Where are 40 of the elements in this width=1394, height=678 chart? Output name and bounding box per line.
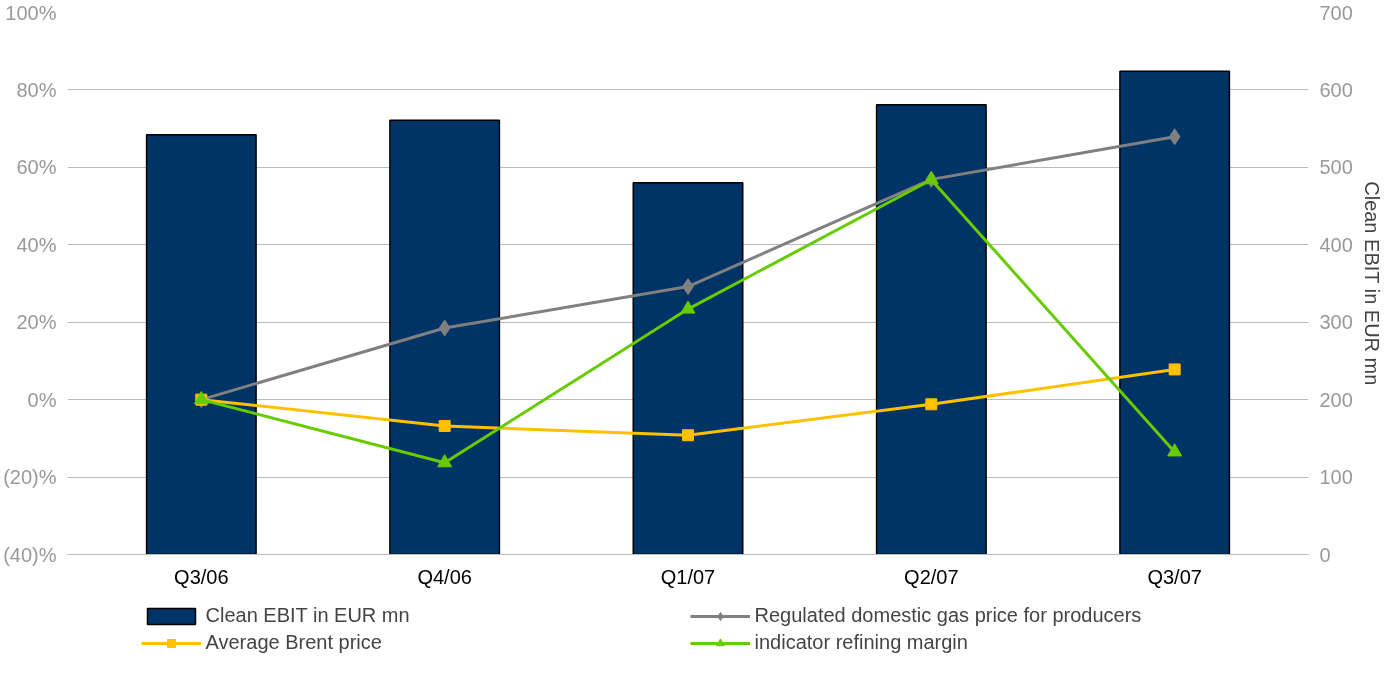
point [1168, 128, 1181, 146]
y2-tick-label: 700 [1319, 1, 1353, 24]
bar [1119, 70, 1231, 555]
y2-tick-label: 600 [1319, 78, 1353, 101]
legend-label: Regulated domestic gas price for producers [754, 604, 1143, 627]
y2-tick-label: 200 [1319, 388, 1353, 411]
y-tick-label: (40)% [3, 543, 57, 566]
x-tick-label: Q3/07 [1147, 565, 1202, 588]
y-tick-label: 100% [5, 1, 57, 24]
point [925, 398, 938, 411]
legend-label: Average Brent price [205, 631, 383, 654]
y-tick-label: (20)% [3, 466, 57, 489]
x-tick-label: Q2/07 [904, 565, 959, 588]
y2-tick-label: 300 [1319, 311, 1353, 334]
bar [389, 119, 501, 555]
y2-tick-label: 500 [1319, 156, 1353, 179]
x-tick-label: Q3/06 [174, 565, 229, 588]
legend-label: Clean EBIT in EUR mn [205, 604, 411, 627]
bar [632, 182, 744, 555]
y-tick-label: 80% [16, 78, 57, 101]
y-tick-label: 40% [16, 233, 57, 256]
bar [145, 134, 257, 555]
point [438, 319, 451, 337]
y-tick-label: 20% [16, 311, 57, 334]
y-tick-label: 0% [27, 388, 57, 411]
point [680, 300, 696, 314]
point [1168, 363, 1181, 376]
point [438, 419, 451, 432]
y2-tick-label: 400 [1319, 233, 1353, 256]
y-tick-label: 60% [16, 156, 57, 179]
y2-tick-label: 0 [1319, 543, 1331, 566]
point [437, 454, 453, 468]
x-tick-label: Q4/06 [417, 565, 472, 588]
y2-axis-title: Clean EBIT in EUR mn [1360, 181, 1383, 386]
legend-label: indicator refining margin [754, 631, 969, 654]
point [682, 429, 694, 442]
bar [875, 103, 987, 555]
point [1167, 443, 1183, 457]
x-tick-label: Q1/07 [660, 565, 716, 588]
y2-tick-label: 100 [1319, 466, 1353, 489]
